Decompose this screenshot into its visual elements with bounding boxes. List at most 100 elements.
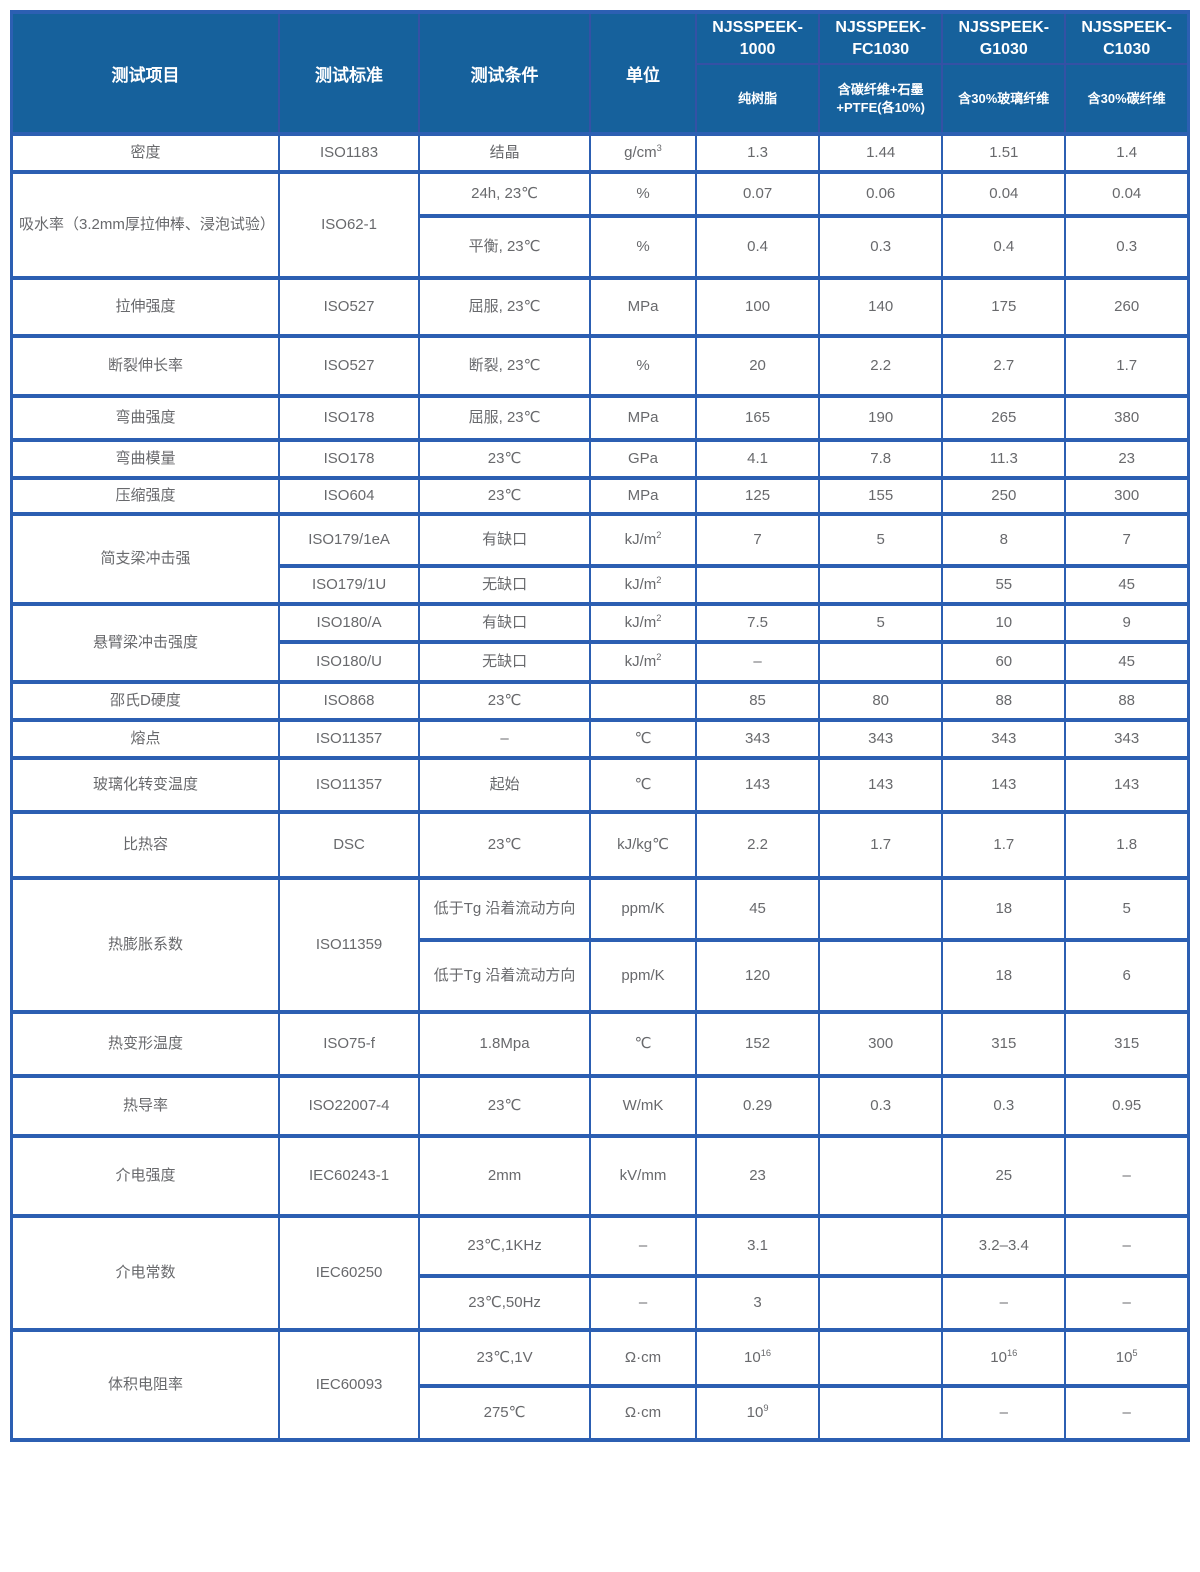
cell-unit: MPa — [588, 476, 698, 517]
cell-value: 25 — [941, 1134, 1067, 1219]
cell-value: – — [1064, 1214, 1190, 1279]
cell-value: 1016 — [695, 1328, 821, 1389]
cell-value — [818, 1328, 944, 1389]
cell-unit: kV/mm — [588, 1134, 698, 1219]
cell-condition: 屈服, 23℃ — [418, 394, 591, 443]
cell-text: kJ/m — [624, 653, 657, 671]
cell-value: 8 — [941, 512, 1067, 569]
cell-value: 175 — [941, 276, 1067, 339]
cell-value — [818, 938, 944, 1015]
cell-value: 0.04 — [1064, 170, 1190, 219]
table-row: 玻璃化转变温度 ISO11357 起始 ℃ 143 143 143 143 — [10, 756, 1190, 815]
cell-value — [818, 1134, 944, 1219]
product-name: NJSSPEEK-FC1030 — [818, 10, 944, 66]
cell-item: 弯曲模量 — [10, 438, 280, 481]
header-row-products: 测试项目 测试标准 测试条件 单位 NJSSPEEK-1000 NJSSPEEK… — [10, 10, 1190, 136]
cell-text: kJ/m — [624, 531, 657, 549]
cell-item: 拉伸强度 — [10, 276, 280, 339]
cell-condition: 24h, 23℃ — [418, 170, 591, 219]
product-description: 纯树脂 — [695, 63, 821, 136]
cell-standard: ISO1183 — [277, 132, 421, 175]
col-header-test-condition: 测试条件 — [418, 10, 591, 136]
table-row: 弯曲模量 ISO178 23℃ GPa 4.1 7.8 11.3 23 — [10, 438, 1190, 481]
cell-value: 0.4 — [695, 214, 821, 281]
table-row: ISO180/U 无缺口 kJ/m2 – 60 45 — [12, 640, 1190, 685]
cell-condition: 结晶 — [418, 132, 591, 175]
cell-text: 10 — [1115, 1349, 1133, 1367]
cell-unit: ppm/K — [588, 876, 698, 943]
cell-standard: ISO179/1U — [277, 564, 421, 607]
superscript: 2 — [656, 575, 662, 586]
cell-condition: 低于Tg 沿着流动方向 — [418, 938, 591, 1015]
cell-standard: IEC60250 — [277, 1214, 421, 1333]
cell-value: 0.04 — [941, 170, 1067, 219]
cell-value: 300 — [1064, 476, 1190, 517]
cell-value: 55 — [941, 564, 1067, 607]
table-row: 体积电阻率 IEC60093 23℃,1V Ω·cm 1016 1016 105 — [10, 1328, 1190, 1443]
cell-standard: ISO178 — [277, 394, 421, 443]
cell-value: 265 — [941, 394, 1067, 443]
cell-value: 1.51 — [941, 132, 1067, 175]
cell-condition: 有缺口 — [418, 512, 591, 569]
cell-condition: 断裂, 23℃ — [418, 334, 591, 399]
cell-value: 143 — [1064, 756, 1190, 815]
cell-unit: W/mK — [588, 1074, 698, 1139]
cell-value: 20 — [695, 334, 821, 399]
cell-value: 18 — [941, 876, 1067, 943]
cell-value: 105 — [1064, 1328, 1190, 1389]
cell-value: 250 — [941, 476, 1067, 517]
cell-item: 密度 — [10, 132, 280, 175]
cell-condition: 23℃ — [418, 680, 591, 723]
cell-unit: kJ/m2 — [588, 602, 698, 645]
cell-value: 60 — [941, 640, 1067, 685]
cell-condition: 275℃ — [418, 1384, 591, 1443]
table-row: 比热容 DSC 23℃ kJ/kg℃ 2.2 1.7 1.7 1.8 — [10, 810, 1190, 881]
cell-value: 315 — [1064, 1010, 1190, 1079]
cell-unit: Ω·cm — [588, 1328, 698, 1389]
cell-unit: – — [588, 1274, 698, 1333]
cell-value: 0.3 — [818, 214, 944, 281]
cell-standard: ISO62-1 — [277, 170, 421, 281]
cell-unit: kJ/m2 — [588, 512, 698, 569]
cell-value: 165 — [695, 394, 821, 443]
cell-value: 1016 — [941, 1328, 1067, 1389]
cell-unit: kJ/m2 — [588, 564, 698, 607]
cell-item: 热变形温度 — [10, 1010, 280, 1079]
cell-item: 邵氏D硬度 — [10, 680, 280, 723]
cell-value: 7.5 — [695, 602, 821, 645]
material-properties-table: 测试项目 测试标准 测试条件 单位 NJSSPEEK-1000 NJSSPEEK… — [10, 10, 1190, 1443]
cell-value: 7 — [695, 512, 821, 569]
superscript: 16 — [1006, 1348, 1018, 1359]
cell-standard: ISO75-f — [277, 1010, 421, 1079]
cell-value: 300 — [818, 1010, 944, 1079]
cell-condition: 1.8Mpa — [418, 1010, 591, 1079]
superscript: 9 — [763, 1403, 769, 1414]
cell-value: 5 — [818, 512, 944, 569]
cell-value: 1.3 — [695, 132, 821, 175]
cell-condition: 2mm — [418, 1134, 591, 1219]
table-row: 邵氏D硬度 ISO868 23℃ 85 80 88 88 — [10, 680, 1190, 723]
cell-item: 吸水率（3.2mm厚拉伸棒、浸泡试验） — [10, 170, 280, 281]
cell-value — [818, 564, 944, 607]
product-name: NJSSPEEK-G1030 — [941, 10, 1067, 66]
col-header-test-item: 测试项目 — [10, 10, 280, 136]
cell-value: 152 — [695, 1010, 821, 1079]
cell-value: 3.1 — [695, 1214, 821, 1279]
cell-value: 343 — [941, 718, 1067, 761]
cell-standard: ISO604 — [277, 476, 421, 517]
cell-unit: ℃ — [588, 718, 698, 761]
table-row: 断裂伸长率 ISO527 断裂, 23℃ % 20 2.2 2.7 1.7 — [10, 334, 1190, 399]
cell-item: 体积电阻率 — [10, 1328, 280, 1443]
cell-standard: ISO179/1eA — [277, 512, 421, 569]
cell-value: 23 — [695, 1134, 821, 1219]
cell-value: 0.3 — [818, 1074, 944, 1139]
cell-condition: 23℃ — [418, 438, 591, 481]
cell-text: kJ/m — [624, 576, 657, 594]
cell-value: 1.7 — [941, 810, 1067, 881]
header-row-descriptions: 纯树脂 含碳纤维+石墨+PTFE(各10%) 含30%玻璃纤维 含30%碳纤维 — [12, 63, 1190, 136]
cell-value: 5 — [1064, 876, 1190, 943]
cell-condition: – — [418, 718, 591, 761]
product-name: NJSSPEEK-1000 — [695, 10, 821, 66]
cell-value: 9 — [1064, 602, 1190, 645]
cell-value: 1.4 — [1064, 132, 1190, 175]
